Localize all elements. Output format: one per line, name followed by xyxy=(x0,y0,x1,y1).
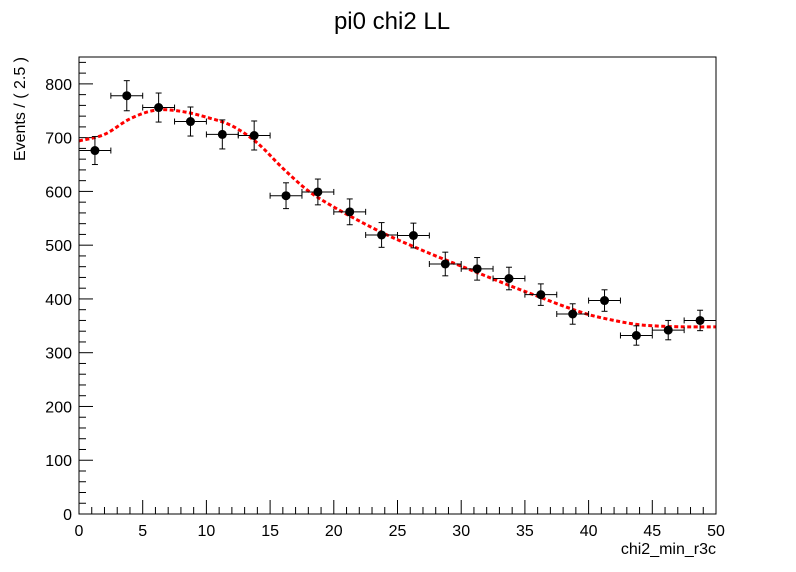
x-tick-label: 20 xyxy=(325,523,343,540)
y-tick-label: 600 xyxy=(45,184,72,201)
data-point xyxy=(78,136,112,166)
data-point xyxy=(301,178,335,206)
x-tick-label: 40 xyxy=(580,523,598,540)
x-tick-label: 0 xyxy=(75,523,84,540)
x-tick-label: 45 xyxy=(643,523,661,540)
data-point xyxy=(397,222,430,249)
x-tick-label: 30 xyxy=(452,523,470,540)
data-point xyxy=(205,119,239,150)
axis-tick-labels: 0 5 10 15 20 25 30 35 40 45 5001002003004005006007… xyxy=(45,77,725,540)
data-point-marker xyxy=(249,130,259,140)
data-point-marker xyxy=(408,230,418,240)
fit-curve xyxy=(78,108,717,329)
data-point-marker xyxy=(536,290,546,300)
x-tick-label: 5 xyxy=(138,523,147,540)
data-point-marker xyxy=(122,91,132,101)
y-tick-label: 400 xyxy=(45,292,72,309)
y-tick-label: 200 xyxy=(45,399,72,416)
data-point xyxy=(619,325,653,346)
data-point-marker xyxy=(377,230,387,240)
x-tick-label: 15 xyxy=(261,523,279,540)
y-tick-label: 300 xyxy=(45,346,72,363)
x-tick-label: 10 xyxy=(198,523,216,540)
data-point-marker xyxy=(568,309,578,319)
y-tick-label: 0 xyxy=(63,507,72,524)
data-point-marker xyxy=(185,117,195,127)
data-point xyxy=(110,80,144,112)
data-point xyxy=(524,283,558,306)
data-point-marker xyxy=(217,129,227,139)
data-point-marker xyxy=(281,191,291,201)
data-point xyxy=(333,198,367,226)
axis-ticks xyxy=(78,61,717,515)
data-point xyxy=(460,257,494,281)
data-point xyxy=(142,92,176,123)
data-point xyxy=(237,120,271,151)
data-point-marker xyxy=(695,315,705,325)
y-tick-label: 100 xyxy=(45,453,72,470)
data-point xyxy=(428,251,462,277)
data-point-marker xyxy=(440,259,450,269)
data-point xyxy=(269,182,303,210)
data-point-marker xyxy=(90,146,100,156)
x-tick-label: 35 xyxy=(516,523,534,540)
y-axis-label: Events / ( 2.5 ) xyxy=(12,57,29,161)
data-point xyxy=(651,319,685,341)
data-point xyxy=(492,266,526,291)
y-tick-label: 800 xyxy=(45,77,72,94)
data-point xyxy=(588,289,621,312)
data-point xyxy=(556,303,590,325)
data-point xyxy=(174,106,207,137)
y-tick-label: 500 xyxy=(45,238,72,255)
y-tick-label: 700 xyxy=(45,131,72,148)
data-point-marker xyxy=(154,103,164,113)
x-axis-label: chi2_min_r3c xyxy=(621,541,716,558)
data-points-layer xyxy=(78,80,717,346)
chart-title: pi0 chi2 LL xyxy=(334,8,450,35)
data-point-marker xyxy=(345,207,355,217)
fit-layer xyxy=(78,108,717,329)
plot-frame xyxy=(78,56,717,515)
x-tick-label: 25 xyxy=(389,523,407,540)
data-point-marker xyxy=(631,331,641,341)
x-tick-label: 50 xyxy=(707,523,725,540)
data-point-marker xyxy=(504,274,514,284)
data-point-marker xyxy=(600,296,610,306)
data-point-marker xyxy=(313,187,323,197)
data-point-marker xyxy=(472,264,482,274)
data-point-marker xyxy=(663,325,673,335)
